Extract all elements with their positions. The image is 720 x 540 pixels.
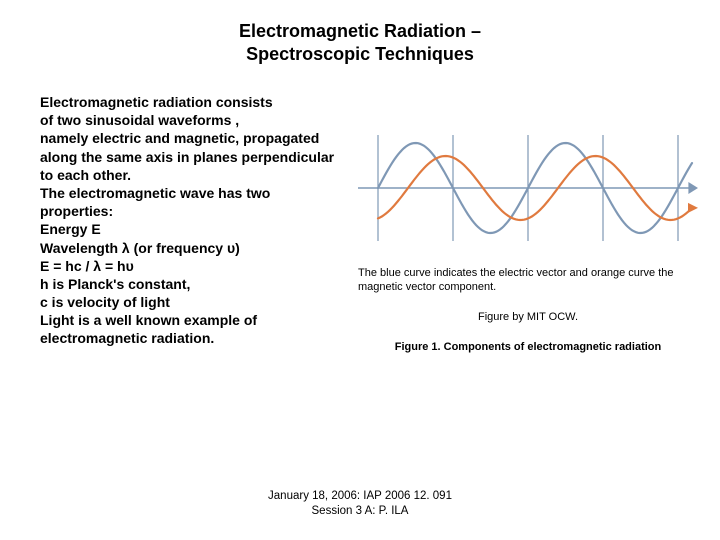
figure-credit: Figure by MIT OCW. bbox=[358, 311, 698, 323]
body-p6: Wavelength λ (or frequency υ) bbox=[40, 239, 340, 257]
figure-column: The blue curve indicates the electric ve… bbox=[358, 93, 698, 353]
body-p7: E = hc / λ = hυ bbox=[40, 257, 340, 275]
page: Electromagnetic Radiation – Spectroscopi… bbox=[0, 0, 720, 540]
body-p1: Electromagnetic radiation consists bbox=[40, 93, 340, 111]
body-p10: Light is a well known example of electro… bbox=[40, 311, 340, 347]
content-row: Electromagnetic radiation consists of tw… bbox=[40, 93, 680, 353]
body-p3: namely electric and magnetic, propagated… bbox=[40, 129, 340, 184]
body-p8: h is Planck's constant, bbox=[40, 275, 340, 293]
title-line-2: Spectroscopic Techniques bbox=[40, 43, 680, 66]
wave-diagram bbox=[358, 121, 698, 256]
body-text: Electromagnetic radiation consists of tw… bbox=[40, 93, 340, 353]
body-p9: c is velocity of light bbox=[40, 293, 340, 311]
page-title: Electromagnetic Radiation – Spectroscopi… bbox=[40, 20, 680, 65]
wave-svg bbox=[358, 121, 698, 256]
footer-line-2: Session 3 A: P. ILA bbox=[0, 504, 720, 520]
body-p5: Energy E bbox=[40, 220, 340, 238]
body-p2: of two sinusoidal waveforms , bbox=[40, 111, 340, 129]
footer-line-1: January 18, 2006: IAP 2006 12. 091 bbox=[0, 489, 720, 505]
figure-caption: Figure 1. Components of electromagnetic … bbox=[358, 341, 698, 353]
title-line-1: Electromagnetic Radiation – bbox=[40, 20, 680, 43]
figure-legend: The blue curve indicates the electric ve… bbox=[358, 266, 698, 295]
page-footer: January 18, 2006: IAP 2006 12. 091 Sessi… bbox=[0, 489, 720, 520]
body-p4: The electromagnetic wave has two propert… bbox=[40, 184, 340, 220]
